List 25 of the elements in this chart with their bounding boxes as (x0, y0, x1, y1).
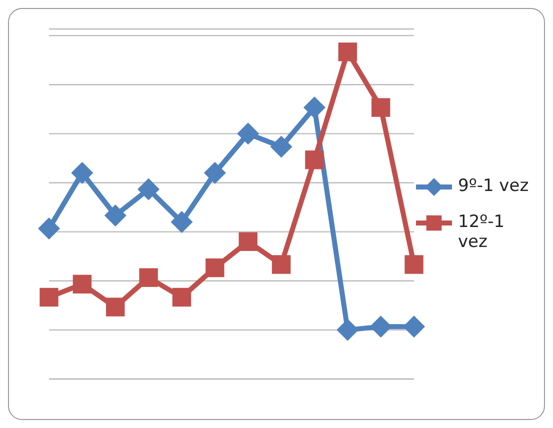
point (338, 42, 357, 62)
point (305, 150, 324, 170)
legend-label: 12º-1 vez (458, 212, 506, 252)
point (204, 162, 226, 184)
point (403, 316, 425, 338)
point (38, 218, 60, 240)
point (104, 204, 126, 226)
point (40, 288, 58, 307)
point (138, 178, 160, 200)
point (238, 232, 258, 251)
point (270, 136, 292, 158)
point (336, 318, 359, 341)
legend-label: 9º-1 vez (458, 176, 529, 196)
point (206, 258, 224, 278)
point (303, 96, 326, 119)
point (106, 298, 125, 316)
point (272, 255, 291, 274)
point (371, 98, 390, 117)
point (237, 122, 260, 145)
point (72, 274, 92, 294)
point (139, 268, 158, 287)
point (71, 162, 94, 184)
point (170, 210, 193, 233)
point (404, 255, 424, 274)
point (172, 288, 192, 307)
